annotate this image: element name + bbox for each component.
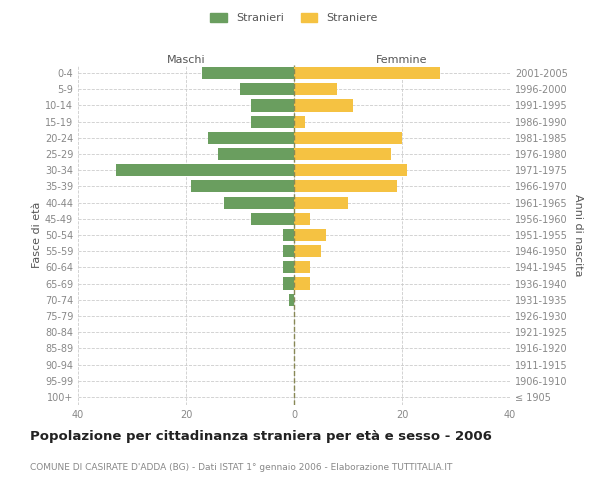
Bar: [202, 67, 294, 79]
Bar: [294, 180, 397, 192]
Text: COMUNE DI CASIRATE D'ADDA (BG) - Dati ISTAT 1° gennaio 2006 - Elaborazione TUTTI: COMUNE DI CASIRATE D'ADDA (BG) - Dati IS…: [30, 462, 452, 471]
Bar: [294, 278, 310, 289]
Bar: [283, 278, 294, 289]
Text: Femmine: Femmine: [376, 55, 428, 65]
Text: Maschi: Maschi: [167, 55, 205, 65]
Bar: [294, 83, 337, 96]
Bar: [294, 116, 305, 128]
Bar: [191, 180, 294, 192]
Bar: [294, 132, 402, 144]
Bar: [283, 245, 294, 258]
Bar: [251, 212, 294, 225]
Bar: [116, 164, 294, 176]
Bar: [294, 100, 353, 112]
Bar: [240, 83, 294, 96]
Bar: [289, 294, 294, 306]
Y-axis label: Anni di nascita: Anni di nascita: [573, 194, 583, 276]
Bar: [294, 245, 321, 258]
Bar: [294, 229, 326, 241]
Text: Popolazione per cittadinanza straniera per età e sesso - 2006: Popolazione per cittadinanza straniera p…: [30, 430, 492, 443]
Bar: [224, 196, 294, 208]
Bar: [294, 262, 310, 274]
Bar: [283, 229, 294, 241]
Bar: [294, 212, 310, 225]
Bar: [218, 148, 294, 160]
Bar: [208, 132, 294, 144]
Y-axis label: Fasce di età: Fasce di età: [32, 202, 42, 268]
Bar: [294, 196, 348, 208]
Bar: [294, 148, 391, 160]
Bar: [294, 164, 407, 176]
Bar: [251, 100, 294, 112]
Legend: Stranieri, Straniere: Stranieri, Straniere: [206, 8, 382, 28]
Bar: [251, 116, 294, 128]
Bar: [294, 67, 440, 79]
Bar: [283, 262, 294, 274]
